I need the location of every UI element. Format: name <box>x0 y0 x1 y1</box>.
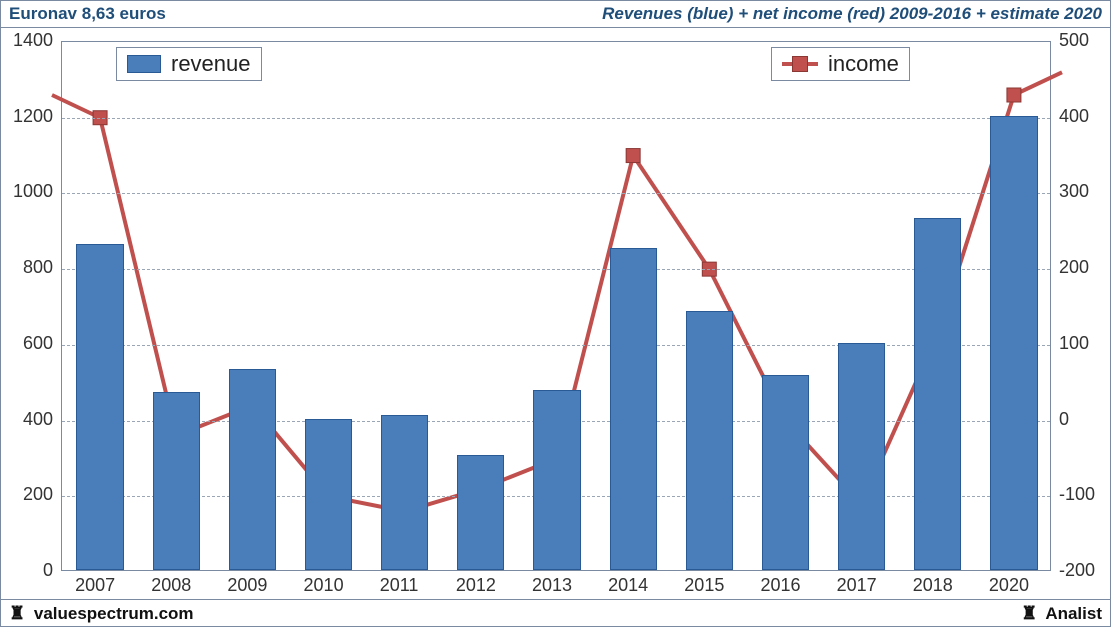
y-left-tick-label: 600 <box>23 333 53 354</box>
footer-right-text: Analist <box>1045 604 1102 623</box>
y-left-tick-label: 1400 <box>13 30 53 51</box>
legend-revenue: revenue <box>116 47 262 81</box>
x-tick-label: 2013 <box>532 575 572 596</box>
revenue-bar <box>610 248 657 570</box>
revenue-bar <box>990 116 1037 570</box>
footer-left-text: valuespectrum.com <box>34 604 194 623</box>
gridline <box>62 118 1050 119</box>
x-tick-label: 2015 <box>684 575 724 596</box>
revenue-bar <box>153 392 200 570</box>
x-tick-label: 2009 <box>227 575 267 596</box>
revenue-swatch-icon <box>127 55 161 73</box>
chart-frame: Euronav 8,63 euros Revenues (blue) + net… <box>0 0 1111 627</box>
gridline <box>62 269 1050 270</box>
y-right-tick-label: 400 <box>1059 106 1089 127</box>
y-left-tick-label: 0 <box>43 560 53 581</box>
revenue-bar <box>457 455 504 570</box>
x-tick-label: 2007 <box>75 575 115 596</box>
revenue-bar <box>305 419 352 570</box>
x-tick-label: 2018 <box>913 575 953 596</box>
y-left-tick-label: 1200 <box>13 106 53 127</box>
x-tick-label: 2010 <box>304 575 344 596</box>
income-swatch-icon <box>782 62 818 66</box>
header-bar: Euronav 8,63 euros Revenues (blue) + net… <box>1 1 1110 28</box>
y-right-tick-label: -200 <box>1059 560 1095 581</box>
y-right-tick-label: 200 <box>1059 257 1089 278</box>
rook-icon: ♜ <box>9 603 25 623</box>
footer-right: ♜ Analist <box>1021 603 1102 624</box>
revenue-bar <box>838 343 885 570</box>
revenue-bar <box>533 390 580 570</box>
y-left-tick-label: 200 <box>23 484 53 505</box>
x-tick-label: 2017 <box>837 575 877 596</box>
legend-revenue-label: revenue <box>171 51 251 77</box>
y-right-tick-label: 100 <box>1059 333 1089 354</box>
revenue-bar <box>686 311 733 570</box>
footer-bar: ♜ valuespectrum.com ♜ Analist <box>1 599 1110 626</box>
y-right-tick-label: 0 <box>1059 409 1069 430</box>
y-left-tick-label: 1000 <box>13 181 53 202</box>
legend-income-label: income <box>828 51 899 77</box>
revenue-bar <box>381 415 428 570</box>
gridline <box>62 193 1050 194</box>
revenue-bar <box>914 218 961 570</box>
revenue-bar <box>762 375 809 570</box>
header-right: Revenues (blue) + net income (red) 2009-… <box>602 1 1102 27</box>
x-tick-label: 2016 <box>760 575 800 596</box>
x-tick-label: 2014 <box>608 575 648 596</box>
y-right-tick-label: 500 <box>1059 30 1089 51</box>
gridline <box>62 345 1050 346</box>
legend-income: income <box>771 47 910 81</box>
y-right-tick-label: 300 <box>1059 181 1089 202</box>
x-tick-label: 2012 <box>456 575 496 596</box>
footer-left: ♜ valuespectrum.com <box>9 603 194 624</box>
x-tick-label: 2011 <box>380 575 419 596</box>
y-left-tick-label: 800 <box>23 257 53 278</box>
revenue-bar <box>76 244 123 570</box>
x-tick-label: 2008 <box>151 575 191 596</box>
header-left: Euronav 8,63 euros <box>9 1 166 27</box>
x-tick-label: 2020 <box>989 575 1029 596</box>
plot-area <box>61 41 1051 571</box>
revenue-bar <box>229 369 276 570</box>
y-right-tick-label: -100 <box>1059 484 1095 505</box>
rook-icon: ♜ <box>1021 603 1037 623</box>
y-left-tick-label: 400 <box>23 409 53 430</box>
